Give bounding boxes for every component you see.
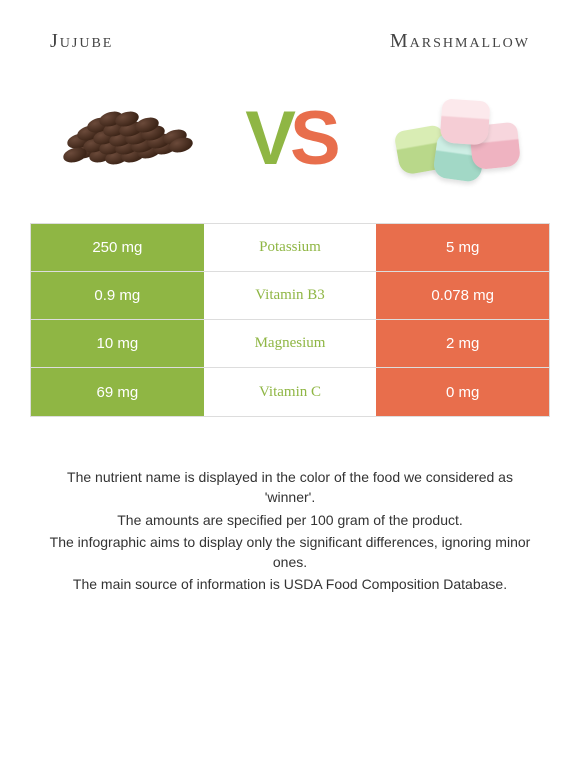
left-value: 69 mg xyxy=(31,368,204,416)
vs-v: V xyxy=(245,95,290,182)
marshmallow-image xyxy=(382,78,532,198)
right-value: 5 mg xyxy=(376,224,549,271)
right-value: 0.078 mg xyxy=(376,272,549,319)
footnotes: The nutrient name is displayed in the co… xyxy=(0,417,580,595)
table-row: 250 mgPotassium5 mg xyxy=(31,224,549,272)
nutrient-label: Vitamin B3 xyxy=(204,272,377,319)
title-left: Jujube xyxy=(50,30,113,53)
table-row: 10 mgMagnesium2 mg xyxy=(31,320,549,368)
left-value: 250 mg xyxy=(31,224,204,271)
vs-s: S xyxy=(290,95,335,182)
table-row: 69 mgVitamin C0 mg xyxy=(31,368,549,416)
footnote-line: The infographic aims to display only the… xyxy=(40,532,540,573)
hero-row: VS xyxy=(0,63,580,223)
footnote-line: The amounts are specified per 100 gram o… xyxy=(40,510,540,530)
right-value: 0 mg xyxy=(376,368,549,416)
nutrient-label: Magnesium xyxy=(204,320,377,367)
right-value: 2 mg xyxy=(376,320,549,367)
vs-label: VS xyxy=(245,95,334,182)
table-row: 0.9 mgVitamin B30.078 mg xyxy=(31,272,549,320)
footnote-line: The nutrient name is displayed in the co… xyxy=(40,467,540,508)
title-right: Marshmallow xyxy=(390,30,530,53)
left-value: 0.9 mg xyxy=(31,272,204,319)
nutrient-table: 250 mgPotassium5 mg0.9 mgVitamin B30.078… xyxy=(30,223,550,417)
header: Jujube Marshmallow xyxy=(0,0,580,63)
left-value: 10 mg xyxy=(31,320,204,367)
nutrient-label: Potassium xyxy=(204,224,377,271)
footnote-line: The main source of information is USDA F… xyxy=(40,574,540,594)
nutrient-label: Vitamin C xyxy=(204,368,377,416)
jujube-image xyxy=(48,78,198,198)
